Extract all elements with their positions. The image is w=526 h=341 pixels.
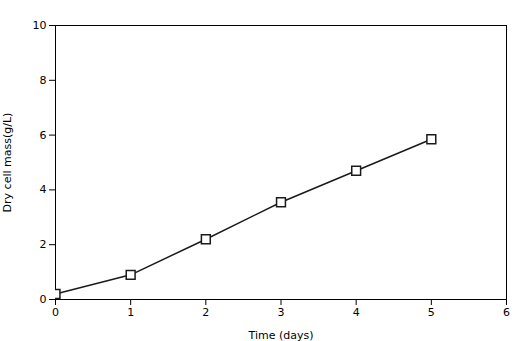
svg-text:0: 0 xyxy=(52,306,59,319)
svg-text:2: 2 xyxy=(202,306,209,319)
svg-text:3: 3 xyxy=(278,306,285,319)
svg-text:5: 5 xyxy=(428,306,435,319)
svg-text:8: 8 xyxy=(40,74,47,87)
svg-text:0: 0 xyxy=(40,293,47,306)
svg-text:6: 6 xyxy=(503,306,510,319)
svg-text:4: 4 xyxy=(40,183,47,196)
svg-text:1: 1 xyxy=(127,306,134,319)
svg-text:2: 2 xyxy=(40,238,47,251)
svg-text:Time (days): Time (days) xyxy=(248,329,314,341)
svg-text:4: 4 xyxy=(353,306,360,319)
svg-text:Dry cell mass(g/L): Dry cell mass(g/L) xyxy=(1,113,14,213)
svg-text:10: 10 xyxy=(33,19,47,32)
svg-text:6: 6 xyxy=(40,129,47,142)
